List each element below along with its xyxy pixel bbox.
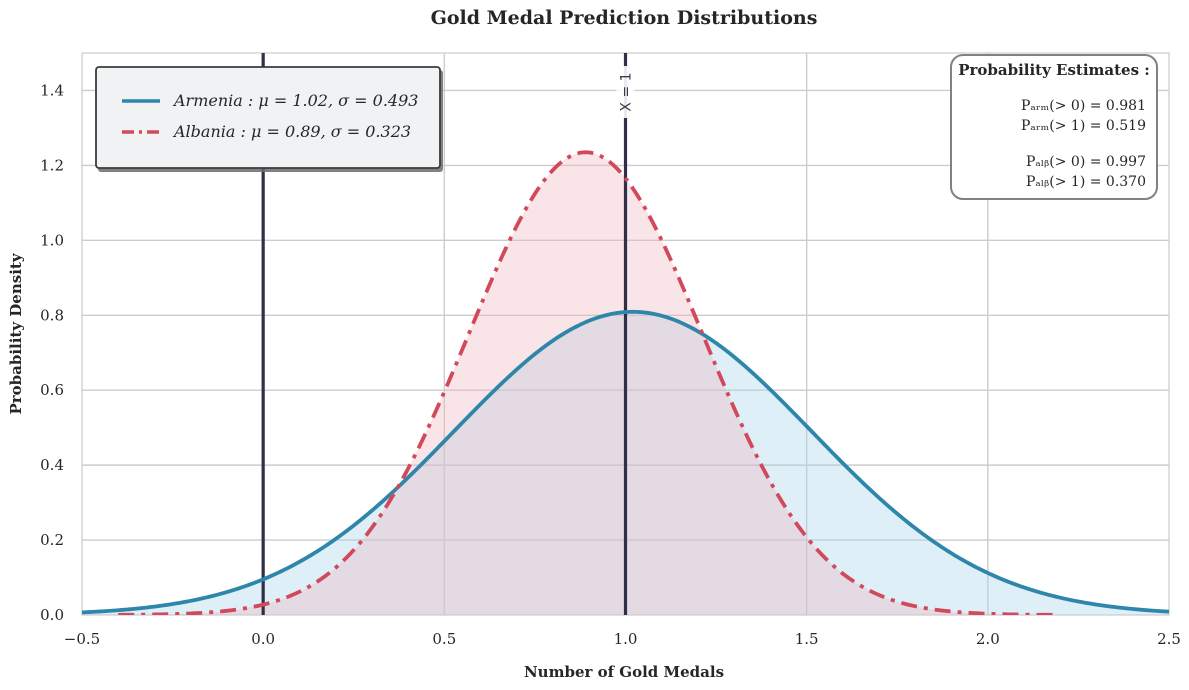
y-tick-label: 0.2 bbox=[40, 531, 64, 549]
reference-label-bg bbox=[616, 66, 635, 118]
y-tick-label: 1.0 bbox=[40, 231, 64, 249]
y-tick-label: 0.8 bbox=[40, 306, 64, 324]
chart-title: Gold Medal Prediction Distributions bbox=[431, 7, 818, 29]
density-curve-armenia bbox=[82, 309, 1169, 615]
x-tick-label: 0.0 bbox=[251, 630, 275, 648]
y-tick-label: 0.0 bbox=[40, 606, 64, 624]
y-axis-ticks: 0.0 0.2 0.4 0.6 0.8 1.0 1.2 1.4 bbox=[40, 81, 64, 624]
estimate-arm-gt0: Pₐᵣₘ(> 0) = 0.981 bbox=[1021, 98, 1146, 114]
probability-estimates-box: Probability Estimates : Pₐᵣₘ(> 0) = 0.98… bbox=[950, 54, 1158, 200]
x-tick-label: 1.0 bbox=[614, 630, 638, 648]
density-curve-albania bbox=[118, 150, 1054, 615]
x-tick-label: 2.0 bbox=[976, 630, 1000, 648]
x-tick-label: −0.5 bbox=[64, 630, 100, 648]
estimates-title: Probability Estimates : bbox=[958, 61, 1150, 79]
legend-entry-albania: Albania : μ = 0.89, σ = 0.323 bbox=[172, 122, 411, 141]
estimates-frame bbox=[950, 54, 1158, 200]
y-tick-label: 1.2 bbox=[40, 156, 64, 174]
estimate-alb-gt0: Pₐₗᵦ(> 0) = 0.997 bbox=[1026, 154, 1146, 170]
y-tick-label: 0.6 bbox=[40, 381, 64, 399]
y-tick-label: 0.4 bbox=[40, 456, 64, 474]
y-axis-label: Probability Density bbox=[7, 252, 25, 414]
legend-box bbox=[95, 66, 441, 169]
x-axis-label: Number of Gold Medals bbox=[524, 663, 724, 681]
x-tick-label: 1.5 bbox=[795, 630, 819, 648]
x-axis-ticks: −0.5 0.0 0.5 1.0 1.5 2.0 2.5 bbox=[64, 630, 1181, 648]
legend-entry-armenia: Armenia : μ = 1.02, σ = 0.493 bbox=[172, 91, 418, 110]
x-tick-label: 0.5 bbox=[432, 630, 456, 648]
estimate-alb-gt1: Pₐₗᵦ(> 1) = 0.370 bbox=[1026, 174, 1146, 190]
estimate-arm-gt1: Pₐᵣₘ(> 1) = 0.519 bbox=[1021, 118, 1146, 134]
legend: Armenia : μ = 1.02, σ = 0.493 Albania : … bbox=[95, 66, 443, 172]
density-curves bbox=[82, 150, 1169, 615]
y-tick-label: 1.4 bbox=[40, 81, 64, 99]
reference-line-label: X = 1 bbox=[619, 72, 635, 111]
x-tick-label: 2.5 bbox=[1157, 630, 1181, 648]
